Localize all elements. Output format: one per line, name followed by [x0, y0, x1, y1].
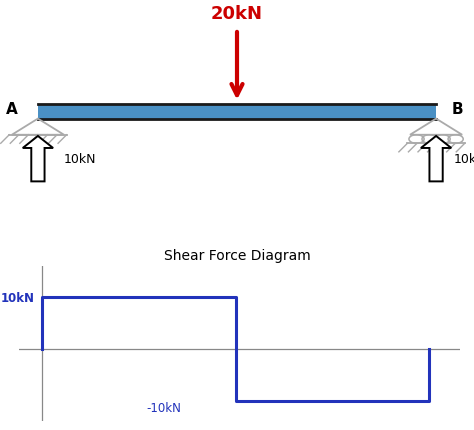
Text: Shear Force Diagram: Shear Force Diagram	[164, 249, 310, 263]
Text: 10kN: 10kN	[454, 153, 474, 166]
Text: 10kN: 10kN	[64, 153, 97, 166]
Text: 20kN: 20kN	[211, 5, 263, 23]
Text: -10kN: -10kN	[146, 401, 182, 414]
Text: 10kN: 10kN	[0, 291, 35, 304]
Bar	[38, 104, 436, 119]
Text: A: A	[6, 102, 18, 117]
Text: B: B	[452, 102, 463, 117]
Polygon shape	[23, 137, 53, 182]
Polygon shape	[421, 137, 451, 182]
